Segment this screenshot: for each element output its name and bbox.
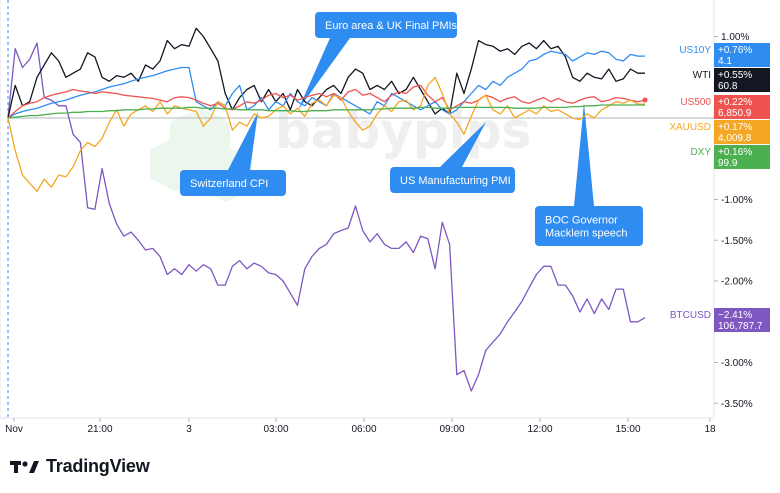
badge-symbol-box <box>672 145 714 158</box>
badge-last-price: 6,850.9 <box>718 108 752 119</box>
x-tick-label: Nov <box>5 424 23 435</box>
badge-last-price: 60.8 <box>718 81 738 92</box>
annotation-text: Switzerland CPI <box>190 178 268 190</box>
series-line-btcusd <box>7 42 646 392</box>
annotation-box <box>315 12 457 38</box>
svg-text:babypips: babypips <box>275 102 531 160</box>
y-tick-label: -1.50% <box>721 236 753 247</box>
y-tick-label: -3.00% <box>721 358 753 369</box>
x-tick-label: 15:00 <box>615 424 640 435</box>
x-tick-label: 3 <box>186 424 192 435</box>
badge-symbol-box <box>672 120 714 133</box>
badge-symbol-box <box>672 68 714 81</box>
badge-value-box <box>714 68 770 92</box>
badge-last-price: 4.1 <box>718 56 732 67</box>
badge-us10y[interactable]: US10Y +0.76%4.1 <box>672 43 770 67</box>
x-axis-ticks: Nov 21:00 3 03:00 06:00 09:00 12:00 15:00 18 <box>5 418 716 435</box>
badge-us500[interactable]: US500 +0.22%6,850.9 <box>672 95 770 119</box>
badge-symbol: WTI <box>693 70 711 81</box>
annotation-text: Euro area & UK Final PMIs <box>325 20 458 32</box>
badge-symbol: DXY <box>690 147 711 158</box>
badge-change: +0.16% <box>718 147 752 158</box>
badge-btcusd[interactable]: BTCUSD −2.41%106,787.7 <box>670 308 770 332</box>
badge-last-price: 4,009.8 <box>718 133 752 144</box>
series-line-us500 <box>7 84 646 119</box>
annotation-euro-area-uk-final-pmis: Euro area & UK Final PMIs <box>298 12 458 110</box>
badge-last-price: 99.9 <box>718 158 738 169</box>
badge-symbol-box <box>672 43 714 56</box>
badge-symbol-box <box>672 95 714 108</box>
badge-change: −2.41% <box>718 310 752 321</box>
badge-symbol: US10Y <box>679 45 711 56</box>
badge-wti[interactable]: WTI +0.55%60.8 <box>672 68 770 92</box>
series-line-xauusd <box>7 76 645 193</box>
annotation-box <box>180 170 286 196</box>
x-tick-label: 12:00 <box>527 424 552 435</box>
badge-dxy[interactable]: DXY +0.16%99.9 <box>672 145 770 169</box>
badge-value-box <box>714 43 770 67</box>
badge-value-box <box>714 145 770 169</box>
badge-change: +0.17% <box>718 122 752 133</box>
annotations: Euro area & UK Final PMIs Switzerland CPI… <box>180 12 643 246</box>
tradingview-brand[interactable]: TradingView <box>10 456 150 477</box>
badge-value-box <box>714 308 770 332</box>
y-tick-label: 1.00% <box>721 32 749 43</box>
badge-xauusd[interactable]: XAUUSD +0.17%4,009.8 <box>669 120 770 144</box>
annotation-box <box>535 206 643 246</box>
badge-symbol: XAUUSD <box>669 122 711 133</box>
badge-symbol: BTCUSD <box>670 310 711 321</box>
annotation-arrow <box>574 103 594 206</box>
annotation-text: BOC Governor <box>545 215 618 227</box>
series-line-dxy <box>7 104 645 119</box>
annotation-arrow <box>440 122 486 167</box>
badge-change: +0.22% <box>718 97 752 108</box>
series-lines <box>7 27 648 392</box>
annotation-text: Macklem speech <box>545 228 628 240</box>
price-badges: US10Y +0.76%4.1 WTI +0.55%60.8 US500 +0.22%6,… <box>669 43 770 332</box>
tradingview-logo-icon <box>10 460 39 473</box>
badge-change: +0.76% <box>718 45 752 56</box>
annotation-box <box>390 167 515 193</box>
badge-value-box <box>714 120 770 144</box>
y-tick-label: -3.50% <box>721 399 753 410</box>
annotation-us-manufacturing-pmi: US Manufacturing PMI <box>390 122 515 193</box>
annotation-switzerland-cpi: Switzerland CPI <box>180 112 286 196</box>
annotation-text: US Manufacturing PMI <box>400 175 511 187</box>
badge-symbol-box <box>672 308 714 321</box>
y-tick-label: -1.00% <box>721 195 753 206</box>
brand-name: TradingView <box>46 456 150 476</box>
badge-symbol: US500 <box>680 97 711 108</box>
x-tick-label: 18 <box>704 424 716 435</box>
x-tick-label: 06:00 <box>351 424 376 435</box>
badge-last-price: 106,787.7 <box>718 321 763 332</box>
badge-change: +0.55% <box>718 70 752 81</box>
series-line-wti <box>7 27 645 119</box>
annotation-arrow <box>228 112 258 170</box>
x-tick-label: 21:00 <box>87 424 112 435</box>
y-tick-label: -2.00% <box>721 277 753 288</box>
x-tick-label: 09:00 <box>439 424 464 435</box>
last-point-marker <box>642 97 648 103</box>
x-tick-label: 03:00 <box>263 424 288 435</box>
annotation-arrow <box>298 38 350 110</box>
badge-value-box <box>714 95 770 119</box>
